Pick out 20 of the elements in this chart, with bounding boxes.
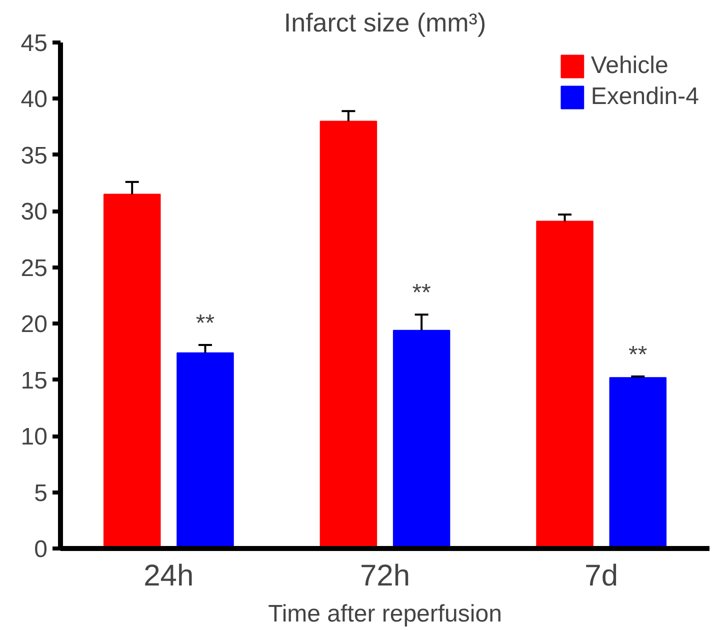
x-tick-label: 72h — [360, 560, 410, 592]
y-tick-label: 35 — [20, 142, 48, 170]
y-tick-label: 40 — [20, 86, 48, 114]
x-tick-label: 7d — [584, 560, 618, 592]
y-tick-label: 45 — [20, 30, 48, 57]
x-tick-label: 24h — [144, 560, 194, 592]
y-tick-label: 25 — [20, 254, 48, 282]
x-axis-title: Time after reperfusion — [268, 600, 502, 628]
annotation: ** — [412, 280, 431, 307]
y-tick-label: 10 — [20, 424, 48, 451]
annotation: ** — [628, 341, 648, 368]
y-tick-label: 30 — [20, 198, 48, 226]
chart-title: Infarct size (mm³) — [284, 8, 486, 38]
y-tick-label: 0 — [34, 536, 48, 563]
legend-label: Vehicle — [590, 52, 668, 80]
legend-label: Exendin-4 — [590, 83, 699, 111]
y-tick-label: 15 — [20, 367, 48, 394]
annotation: ** — [196, 310, 215, 337]
y-tick-label: 20 — [20, 311, 48, 338]
y-tick-label: 5 — [34, 480, 48, 507]
